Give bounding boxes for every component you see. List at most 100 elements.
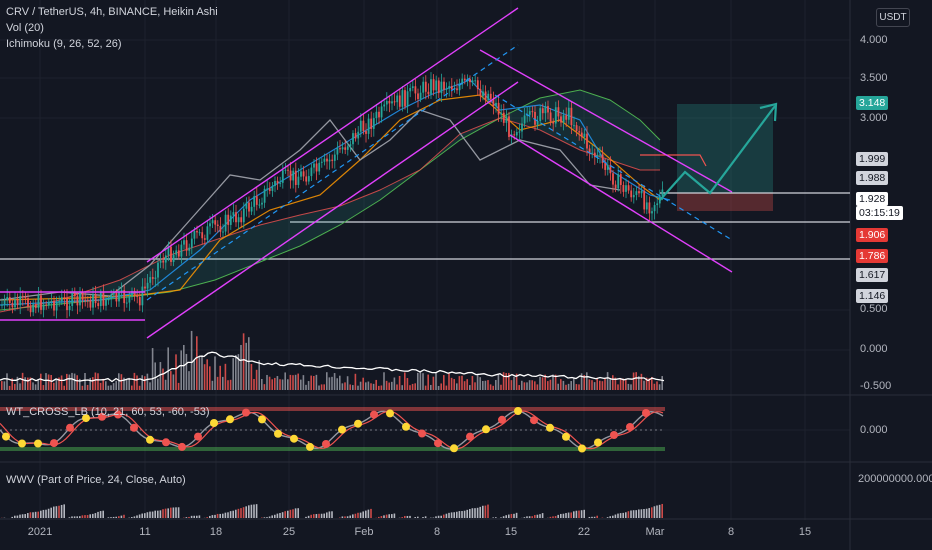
- volume-bar: [489, 384, 492, 390]
- time-axis-label: 18: [209, 526, 223, 538]
- volume-bar: [271, 379, 273, 390]
- volume-bar: [224, 363, 227, 390]
- volume-bar: [281, 379, 284, 390]
- volume-bar: [21, 372, 24, 390]
- wwv-bar: [388, 514, 390, 518]
- wwv-bar: [276, 513, 279, 518]
- wwv-bar: [235, 509, 237, 518]
- wwv-bar: [310, 514, 312, 518]
- candle-body: [599, 154, 601, 156]
- time-axis-label: 8: [433, 526, 441, 538]
- wwv-bar: [352, 514, 354, 518]
- wwv-legend[interactable]: WWV (Part of Price, 24, Close, Auto): [6, 474, 186, 486]
- candle-body: [333, 154, 336, 161]
- channel-midlines[interactable]: [146, 44, 733, 301]
- trend-channels[interactable]: [0, 7, 733, 339]
- volume-bar: [37, 379, 39, 390]
- wwv-bar: [284, 511, 286, 518]
- projection-arrow[interactable]: [659, 102, 778, 201]
- wt-cross-dot: [306, 442, 314, 451]
- wwv-bar: [510, 513, 513, 518]
- wwv-bar: [643, 509, 645, 518]
- volume-bar: [3, 381, 6, 390]
- candle-body: [125, 302, 128, 304]
- volume-bar: [227, 380, 229, 390]
- candle-body: [578, 131, 581, 133]
- candle-body: [144, 286, 146, 289]
- candle-body: [635, 191, 638, 195]
- candle-body: [32, 304, 35, 313]
- volume-legend[interactable]: Vol (20): [6, 22, 44, 34]
- volume-bar: [63, 385, 65, 390]
- volume-bar: [229, 379, 232, 390]
- volume-bar: [341, 383, 344, 390]
- wwv-bar: [151, 511, 154, 518]
- volume-bar: [209, 366, 211, 390]
- candle-body: [302, 171, 305, 177]
- symbol-legend[interactable]: CRV / TetherUS, 4h, BINANCE, Heikin Ashi: [6, 6, 218, 18]
- candle-body: [154, 277, 157, 279]
- candle-body: [370, 118, 373, 129]
- candle-body: [638, 191, 640, 194]
- volume-bar: [554, 374, 557, 390]
- falling-channel-top: [479, 49, 733, 193]
- wwv-bar: [539, 514, 541, 518]
- wwv-bar: [370, 508, 372, 518]
- candle-body: [596, 154, 599, 157]
- wt-cross-dot: [82, 414, 90, 423]
- candle-body: [604, 162, 607, 170]
- wwv-bar: [190, 515, 193, 518]
- candle-body: [281, 170, 284, 183]
- wwv-bar: [232, 510, 234, 518]
- volume-bar: [14, 383, 16, 390]
- wwv-bar: [47, 508, 50, 518]
- volume-bar: [216, 376, 219, 390]
- volume-bar: [404, 372, 406, 390]
- wwv-bar: [515, 512, 518, 518]
- wwv-bar: [266, 517, 268, 518]
- price-tag: 1.988: [856, 171, 889, 185]
- time-axis-label: 2021: [27, 526, 53, 538]
- volume-bar: [643, 380, 645, 390]
- volume-bar: [424, 385, 427, 390]
- currency-button[interactable]: USDT: [876, 8, 910, 27]
- wwv-bar: [612, 515, 614, 518]
- wt-cross-dot: [626, 423, 634, 431]
- volume-bar: [645, 377, 648, 390]
- volume-bar: [476, 374, 479, 390]
- wwv-bar: [409, 515, 411, 518]
- wwv-bar: [450, 512, 453, 518]
- wwv-bar: [609, 516, 611, 518]
- wwv-bar: [534, 515, 536, 518]
- wwv-bar: [60, 504, 63, 518]
- volume-bar: [300, 379, 302, 390]
- candle-body: [245, 202, 248, 209]
- wwv-bar: [619, 513, 622, 518]
- candle-body: [146, 282, 149, 289]
- wwv-bar: [92, 513, 94, 518]
- candle-body: [40, 295, 42, 310]
- wt-cross-legend[interactable]: WT_CROSS_LB (10, 21, 60, 53, -60, -53): [6, 406, 210, 418]
- candle-body: [344, 147, 347, 150]
- ichimoku-legend[interactable]: Ichimoku (9, 26, 52, 26): [6, 38, 122, 50]
- horizontal-levels[interactable]: [0, 192, 850, 260]
- target-zone[interactable]: [677, 104, 773, 193]
- volume-bar: [1, 381, 3, 390]
- wwv-bar: [365, 510, 367, 518]
- wwv-bar: [414, 517, 416, 518]
- candle-body: [497, 102, 500, 115]
- candle-body: [89, 300, 92, 308]
- wwv-bar: [305, 516, 307, 518]
- volume-bar: [510, 380, 513, 390]
- wwv-bar: [596, 515, 598, 518]
- stop-zone[interactable]: [677, 193, 773, 211]
- candle-body: [651, 211, 653, 214]
- ichimoku-cloud: [0, 90, 660, 312]
- wwv-bar: [175, 507, 177, 518]
- volume-bar: [422, 373, 424, 390]
- wwv-bar: [445, 513, 448, 518]
- candle-body: [606, 164, 609, 170]
- volume-bar: [604, 378, 606, 390]
- candle-body: [443, 81, 445, 90]
